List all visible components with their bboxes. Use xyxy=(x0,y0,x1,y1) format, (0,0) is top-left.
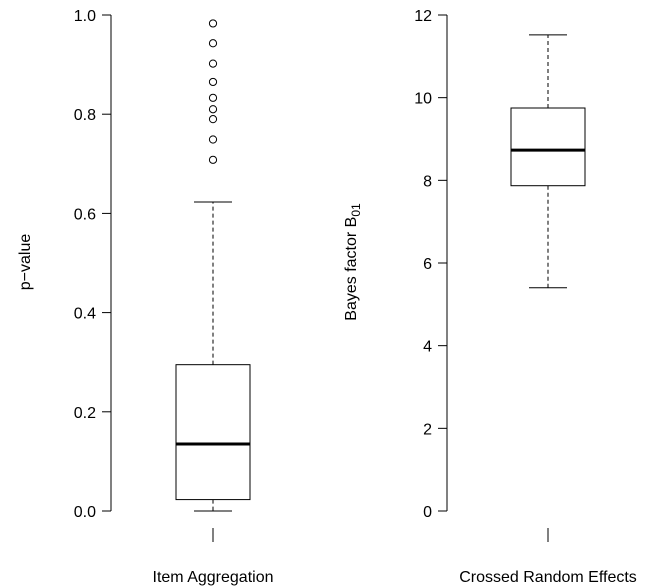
y-tick-label: 4 xyxy=(423,339,432,356)
iqr-box xyxy=(510,107,586,187)
iqr-box xyxy=(175,364,251,501)
outlier-point xyxy=(208,93,218,102)
outlier-point xyxy=(208,105,218,114)
y-axis-title-right-subscript: 01 xyxy=(349,203,363,217)
y-axis-title-left: p−value xyxy=(17,234,34,291)
y-tick-label: 1.0 xyxy=(74,8,96,25)
y-tick-label: 0.2 xyxy=(74,405,96,422)
outlier-point xyxy=(208,77,218,87)
y-tick-label: 12 xyxy=(414,8,432,25)
y-tick-label: 2 xyxy=(423,421,432,438)
outlier-point xyxy=(208,135,218,144)
y-axis-title-right: Bayes factor B01 xyxy=(343,203,363,321)
y-axis-title-right-main: Bayes factor B xyxy=(343,217,360,321)
outlier-point xyxy=(208,59,218,68)
y-tick-label: 0.0 xyxy=(74,504,96,521)
x-category-label-right: Crossed Random Effects xyxy=(459,569,637,586)
y-tick-label: 10 xyxy=(414,91,432,108)
panel-item-aggregation: p−value Item Aggregation 0.0 0.2 0.4 0.6 0.8… xyxy=(17,8,273,586)
outlier-point xyxy=(208,115,218,124)
y-tick-label: 0.6 xyxy=(74,206,96,223)
outlier-point xyxy=(208,155,218,164)
outlier-point xyxy=(208,19,218,28)
y-tick-label: 0.8 xyxy=(74,107,96,124)
panel-crossed-random-effects: Bayes factor B01 Crossed Random Effects … xyxy=(343,8,637,586)
y-tick-label: 0.4 xyxy=(74,306,96,323)
y-tick-label: 8 xyxy=(423,173,432,190)
x-category-label-left: Item Aggregation xyxy=(153,569,274,586)
outlier-point xyxy=(208,39,218,48)
y-tick-label: 0 xyxy=(423,504,432,521)
y-tick-label: 6 xyxy=(423,256,432,273)
